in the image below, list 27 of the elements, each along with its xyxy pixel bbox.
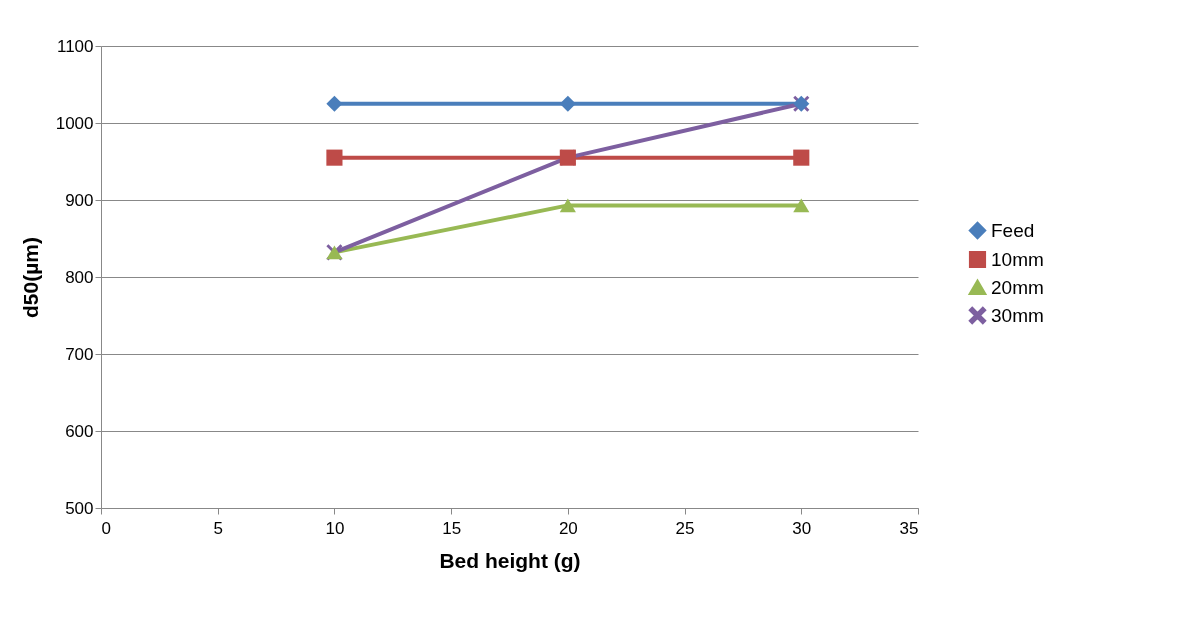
y-tick-label: 700 <box>65 344 94 364</box>
legend-label: 30mm <box>991 304 1044 326</box>
x-tick-label: 25 <box>675 518 695 538</box>
y-tick-label: 900 <box>65 190 94 210</box>
y-tick-label: 600 <box>65 421 94 441</box>
y-tick-label: 500 <box>65 498 94 518</box>
y-axis-title: d50(µm) <box>18 237 42 318</box>
x-tick-label: 20 <box>558 518 578 538</box>
legend-label: Feed <box>991 219 1035 241</box>
y-tick-label: 800 <box>65 267 94 287</box>
x-tick-label: 15 <box>442 518 462 538</box>
x-tick-label: 30 <box>792 518 812 538</box>
x-tick-label: 10 <box>325 518 345 538</box>
point <box>326 149 343 166</box>
point <box>559 198 576 213</box>
point <box>793 198 810 213</box>
x-tick-label: 35 <box>899 518 919 538</box>
point <box>559 95 576 112</box>
point <box>326 95 343 112</box>
x-axis-title: Bed height (g) <box>439 548 581 572</box>
legend-label: 20mm <box>991 276 1044 298</box>
x-tick-label: 5 <box>213 518 223 538</box>
legend-label: 10mm <box>991 248 1044 270</box>
point <box>793 149 810 166</box>
x-tick-label: 0 <box>101 518 111 538</box>
y-tick-label: 1100 <box>56 36 94 56</box>
y-tick-label: 1000 <box>55 113 94 133</box>
